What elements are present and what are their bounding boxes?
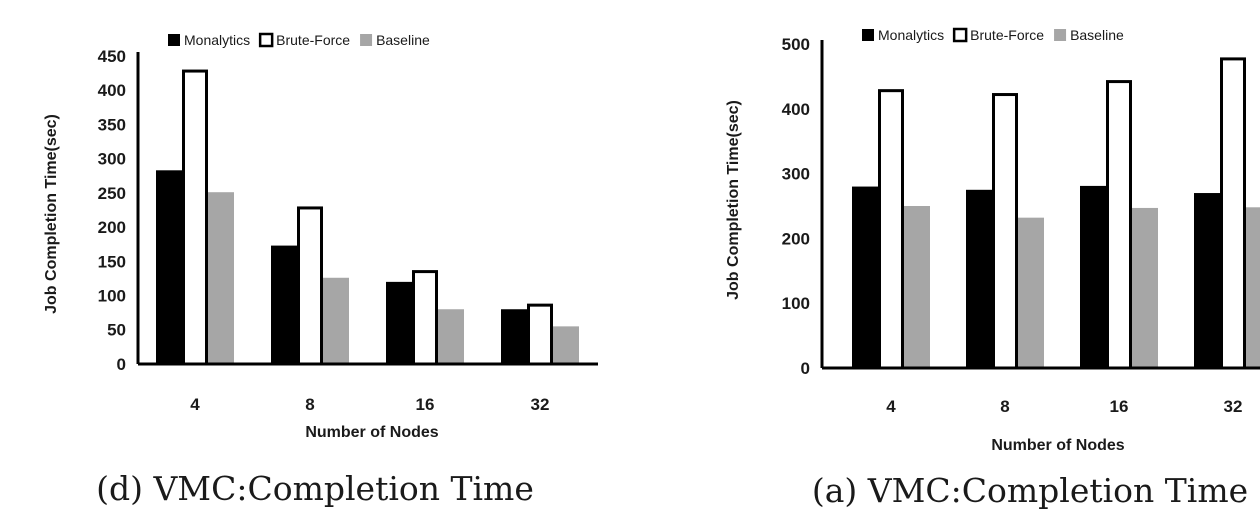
y-tick-label: 400 (782, 100, 810, 119)
x-tick-label: 8 (305, 395, 314, 414)
legend: Monalytics Brute-Force Baseline (862, 27, 1124, 43)
bar-monalytics-16 (1080, 185, 1106, 368)
legend-label: Brute-Force (970, 27, 1044, 43)
y-tick-label: 400 (98, 81, 126, 100)
y-tick-label: 300 (98, 150, 126, 169)
legend-swatch (168, 34, 180, 46)
x-tick-label: 4 (190, 395, 200, 414)
y-tick-label: 0 (801, 359, 810, 378)
bar-monalytics-32 (1194, 193, 1220, 368)
bar-baseline-8 (323, 277, 349, 364)
y-tick-label: 100 (782, 294, 810, 313)
bar-monalytics-8 (271, 245, 297, 364)
bar-baseline-4 (904, 206, 930, 368)
x-tick-label: 16 (416, 395, 435, 414)
y-tick-label: 500 (782, 35, 810, 54)
x-axis-title: Number of Nodes (991, 437, 1124, 454)
bar-baseline-8 (1018, 217, 1044, 368)
bar-brute-force-8 (992, 93, 1018, 370)
bar-baseline-32 (553, 326, 579, 364)
legend-label: Baseline (376, 32, 430, 48)
bar-brute-force-8 (297, 206, 323, 366)
x-tick-label: 32 (531, 395, 550, 414)
figure-caption: (d) VMC:Completion Time (96, 469, 534, 508)
chart-1: 0 50 100 150 200 250 300 350 400 450 4 8 16 32 Job Com… (43, 32, 598, 508)
y-tick-label: 200 (782, 229, 810, 248)
y-tick-label: 100 (98, 287, 126, 306)
bar-brute-force-32 (1220, 57, 1246, 370)
bar-monalytics-16 (386, 281, 412, 364)
legend-swatch (862, 29, 874, 41)
bar-brute-force-4 (182, 69, 208, 366)
legend-label: Monalytics (184, 32, 250, 48)
legend: Monalytics Brute-Force Baseline (168, 32, 430, 48)
legend-label: Baseline (1070, 27, 1124, 43)
bar-baseline-4 (208, 192, 234, 364)
chart-2: 0 100 200 300 400 500 4 8 16 32 Job Completion Tim… (725, 27, 1260, 510)
bar-monalytics-4 (852, 186, 878, 368)
y-tick-label: 250 (98, 184, 126, 203)
x-tick-label: 32 (1224, 397, 1243, 416)
legend-swatch (952, 27, 968, 43)
y-tick-label: 350 (98, 115, 126, 134)
figure-caption: (a) VMC:Completion Time (812, 471, 1248, 510)
legend-swatch (360, 34, 373, 46)
bar-brute-force-16 (1106, 80, 1132, 370)
x-tick-label: 8 (1000, 397, 1009, 416)
legend-label: Brute-Force (276, 32, 350, 48)
bar-monalytics-4 (156, 170, 182, 364)
bar-brute-force-16 (412, 270, 438, 366)
bar-monalytics-8 (966, 189, 992, 368)
legend-swatch (258, 32, 274, 48)
y-tick-label: 450 (98, 47, 126, 66)
y-tick-label: 50 (107, 321, 126, 340)
bar-monalytics-32 (501, 309, 527, 364)
y-tick-label: 0 (117, 355, 126, 374)
bar-brute-force-4 (878, 89, 904, 370)
y-axis-title: Job Completion Time(sec) (725, 100, 742, 300)
y-tick-label: 300 (782, 165, 810, 184)
bar-baseline-16 (438, 309, 464, 364)
legend-swatch (1054, 29, 1067, 41)
y-axis-title: Job Completion Time(sec) (43, 114, 60, 314)
bar-brute-force-32 (527, 303, 553, 366)
bar-baseline-32 (1246, 207, 1260, 368)
x-tick-label: 4 (886, 397, 896, 416)
y-tick-label: 200 (98, 218, 126, 237)
bar-baseline-16 (1132, 207, 1158, 368)
x-tick-label: 16 (1110, 397, 1129, 416)
legend-label: Monalytics (878, 27, 944, 43)
x-axis-title: Number of Nodes (305, 424, 438, 441)
y-tick-label: 150 (98, 252, 126, 271)
